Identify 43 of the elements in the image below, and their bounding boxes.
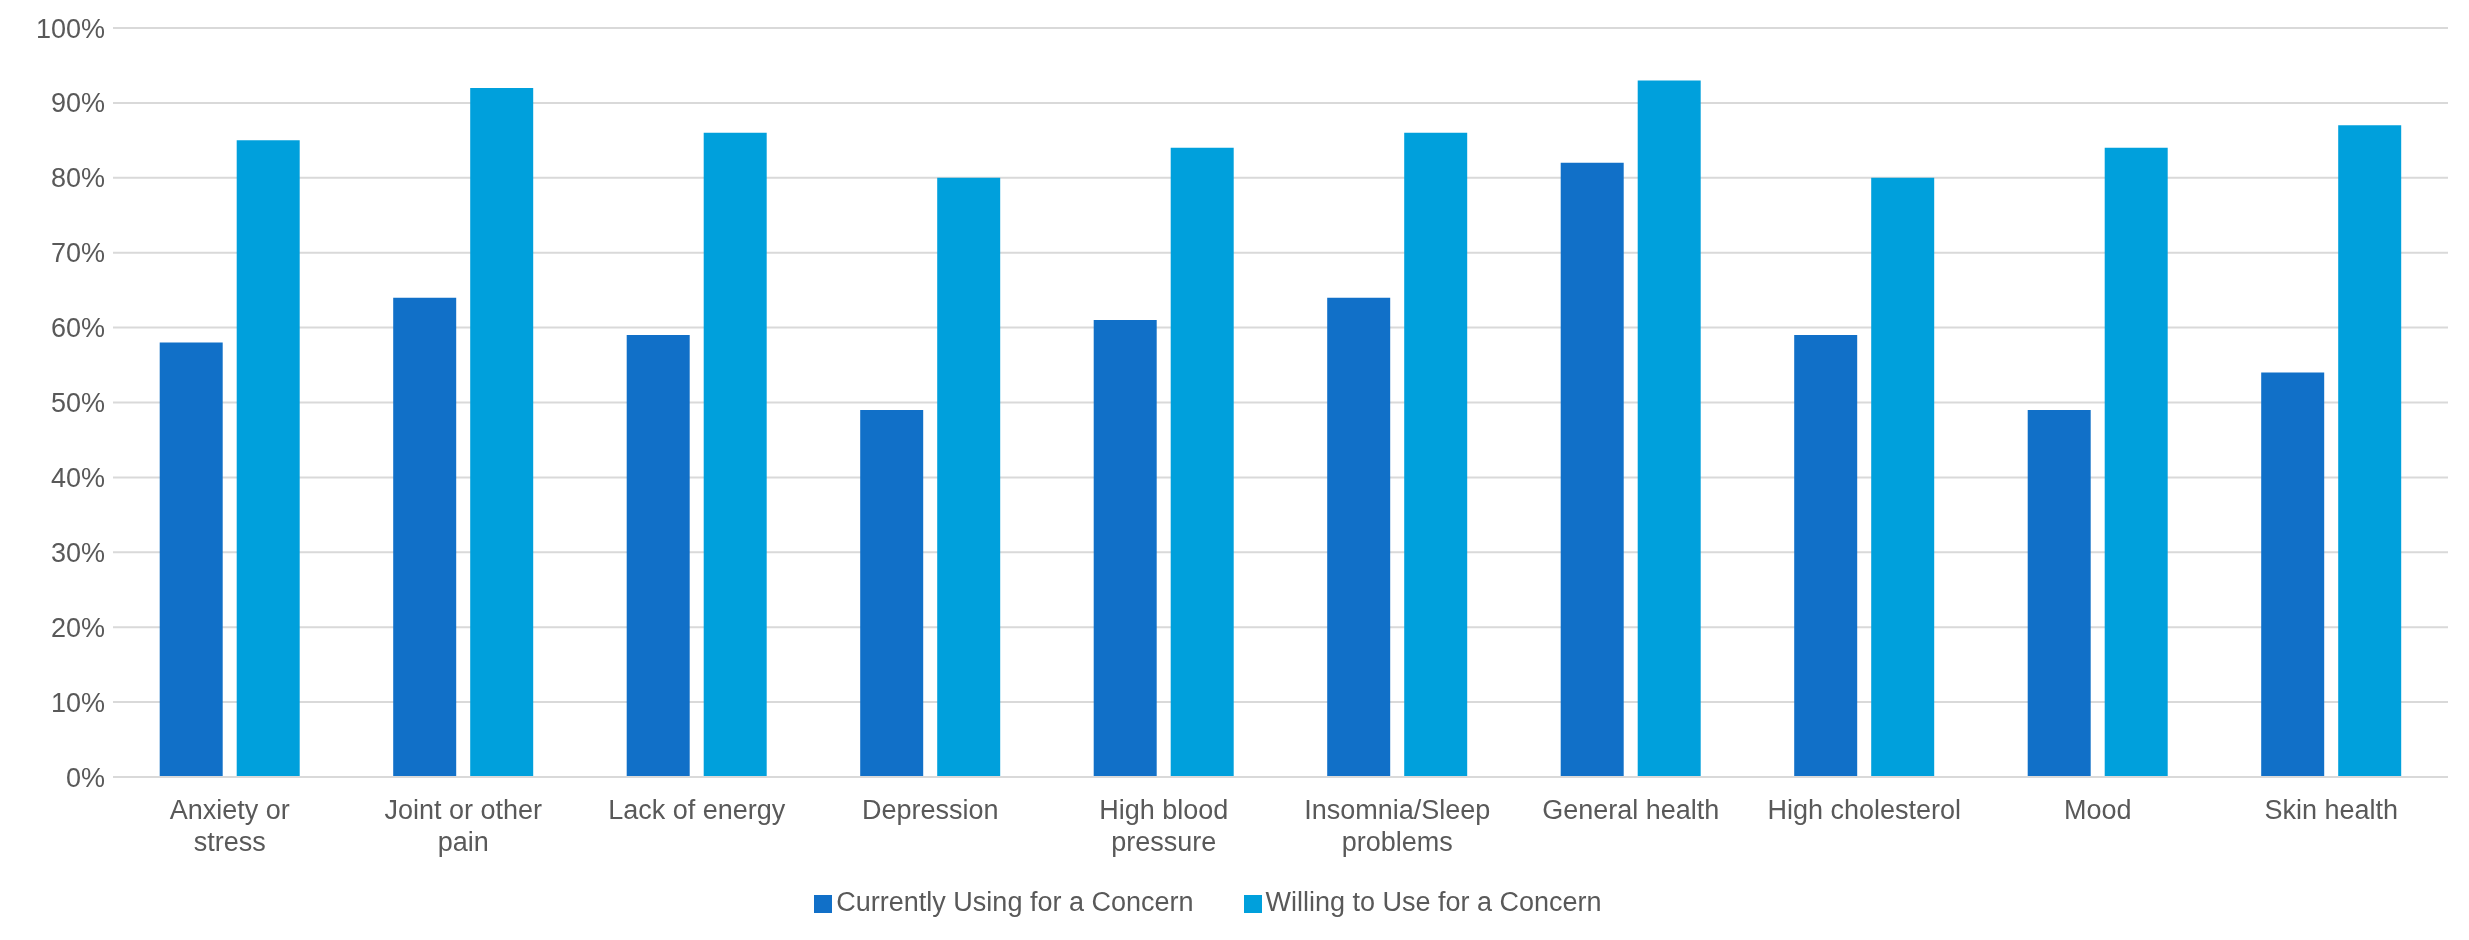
y-tick-label: 50% — [50, 388, 105, 419]
x-tick-label: Mood — [2063, 795, 2132, 825]
bar — [1794, 335, 1858, 777]
bar — [1170, 147, 1234, 777]
x-tick-label: Lack of energy — [608, 795, 786, 825]
bar — [626, 335, 690, 777]
bar — [2027, 409, 2091, 777]
y-tick-label: 0% — [65, 762, 105, 793]
bar — [159, 342, 223, 777]
bar — [1637, 80, 1701, 777]
bar — [937, 177, 1001, 777]
bar — [2104, 147, 2168, 777]
y-tick-label: 70% — [50, 238, 105, 269]
y-tick-label: 30% — [50, 537, 105, 568]
x-tick-label: Insomnia/Sleep problems — [1304, 795, 1491, 857]
bar — [1327, 297, 1391, 777]
y-tick-label: 80% — [50, 163, 105, 194]
legend-label: Willing to Use for a Concern — [1265, 887, 1602, 917]
bar — [1560, 162, 1624, 777]
bar — [470, 87, 534, 777]
x-tick-label: General health — [1542, 795, 1720, 825]
bar — [236, 140, 300, 777]
bar — [2338, 125, 2402, 777]
legend-label: Currently Using for a Concern — [836, 887, 1194, 917]
y-tick-label: 100% — [35, 13, 105, 44]
bar — [703, 132, 767, 777]
x-tick-label: Depression — [861, 795, 999, 825]
bar — [860, 409, 924, 777]
y-tick-label: 20% — [50, 612, 105, 643]
bar — [393, 297, 457, 777]
bar — [2261, 372, 2325, 777]
bar — [1404, 132, 1468, 777]
y-tick-label: 40% — [50, 462, 105, 493]
y-tick-label: 10% — [50, 687, 105, 718]
x-tick-label: High cholesterol — [1767, 795, 1962, 825]
x-tick-label: High blood pressure — [1099, 795, 1229, 857]
bar — [1871, 177, 1935, 777]
bar — [1093, 320, 1157, 777]
x-tick-label: Joint or other pain — [384, 795, 543, 857]
y-tick-label: 90% — [50, 88, 105, 119]
x-tick-label: Skin health — [2264, 795, 2399, 825]
x-tick-label: Anxiety or stress — [169, 795, 290, 857]
y-tick-label: 60% — [50, 313, 105, 344]
